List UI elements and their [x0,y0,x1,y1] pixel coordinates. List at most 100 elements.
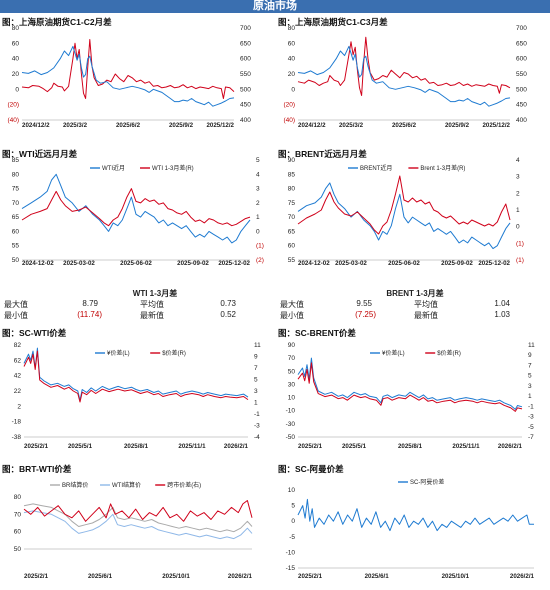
chart-title-c6: 图：SC-BRENT价差 [278,328,356,338]
c1-yleft-tick-5: (20) [7,102,19,109]
c6-legend-label-0: ¥价差(L) [382,349,405,357]
c5-yright-tick-6: -1 [254,411,260,418]
c5-yleft-tick-4: 2 [17,403,21,410]
c3-yright-tick-7: (2) [256,257,264,264]
c5-yright-tick-5: 1 [254,400,258,407]
c1-yleft-tick-3: 20 [12,71,20,78]
c5-yright-tick-7: -3 [254,423,260,430]
chart-title-c7: 图：BRT-WTI价差 [2,464,72,474]
c1-x-tick-3: 2025/9/2 [169,122,194,129]
c5-yleft-tick-2: 42 [14,373,22,380]
stats-wti-latest: 0.52 [220,310,236,319]
c6-yright-tick-9: -7 [528,434,534,441]
c3-yright-tick-0: 5 [256,157,260,164]
c6-yright-tick-0: 11 [528,342,535,349]
c2-x-tick-4: 2025/12/2 [482,122,510,129]
c2-yleft-tick-3: 20 [288,71,296,78]
c1-yright-tick-1: 650 [240,40,251,47]
c8-yleft-tick-3: -5 [289,534,295,541]
c1-yright-tick-6: 400 [240,117,251,124]
c2-x-tick-0: 2024/12/2 [298,122,326,129]
c5-yleft-tick-5: -18 [12,419,22,426]
c3-yright-tick-4: 1 [256,214,260,221]
c6-x-tick-4: 2026/2/1 [498,443,523,450]
c6-yleft-tick-4: 10 [288,395,296,402]
c6-yright-tick-2: 7 [528,362,532,369]
c2-x-tick-2: 2025/6/2 [392,122,417,129]
c5-x-tick-2: 2025/8/1 [124,443,149,450]
chart-title-c2: 图：上海原油期货C1-C3月差 [278,17,388,27]
c4-x-tick-4: 2025-12-02 [478,260,510,267]
c4-yright-tick-4: 0 [516,224,520,231]
c3-yright-tick-2: 3 [256,186,260,193]
c3-x-tick-3: 2025-09-02 [177,260,209,267]
c7-x-tick-3: 2026/2/1 [228,573,253,580]
c8-legend-label-0: SC-阿曼价差 [410,478,444,486]
c6-yright-tick-8: -5 [528,424,534,431]
c5-yleft-tick-1: 62 [14,357,22,364]
c8-x-tick-3: 2026/2/1 [510,573,535,580]
c2-yleft-tick-6: (40) [283,117,295,124]
c8-yleft-tick-4: -10 [286,549,296,556]
c6-series-1 [297,362,523,412]
c6-legend-label-1: $价差(R) [437,349,461,357]
c3-legend-label-1: WTI 1-3月差(R) [152,164,194,172]
c4-yleft-tick-2: 80 [288,186,296,193]
stats-brent-max-label: 最大值 [280,300,304,309]
c7-series-0 [23,503,253,533]
stats-brent-latest-label: 最新值 [414,311,438,320]
c4-x-tick-3: 2025-09-02 [441,260,473,267]
c1-yright-tick-4: 500 [240,86,251,93]
c1-yleft-tick-4: 0 [15,86,19,93]
c6-yright-tick-3: 5 [528,373,532,380]
c5-yright-tick-0: 11 [254,342,261,349]
c5-yleft-tick-3: 22 [14,388,22,395]
c3-x-tick-4: 2025-12-02 [218,260,250,267]
c1-yleft-tick-0: 80 [12,25,20,32]
c5-x-tick-3: 2025/11/1 [178,443,206,450]
c5-x-tick-0: 2025/2/1 [24,443,49,450]
c7-legend-label-1: WTI结算价 [112,481,141,489]
c4-series-1 [297,175,511,235]
stats-brent-max: 9.55 [356,299,372,308]
c6-x-tick-2: 2025/8/1 [398,443,423,450]
chart-title-c1: 图：上海原油期货C1-C2月差 [2,17,112,27]
c5-yright-tick-4: 3 [254,388,258,395]
c3-x-tick-1: 2025-03-02 [63,260,95,267]
stats-brent-latest: 1.03 [494,310,510,319]
c6-yleft-tick-0: 90 [288,342,296,349]
c6-x-tick-1: 2025/5/1 [342,443,367,450]
stats-brent-avg: 1.04 [494,299,510,308]
c5-yright-tick-3: 5 [254,377,258,384]
c2-yright-tick-1: 650 [516,40,527,47]
c5-legend-label-1: $价差(R) [162,349,186,357]
chart-title-c5: 图：SC-WTI价差 [2,328,67,338]
c4-yleft-tick-3: 75 [288,200,296,207]
c1-yright-tick-2: 600 [240,56,251,63]
c4-yleft-tick-7: 55 [288,257,296,264]
stats-wti-max-label: 最大值 [4,300,28,309]
c3-yleft-tick-3: 70 [12,200,20,207]
c6-x-tick-3: 2025/11/1 [452,443,480,450]
c3-yright-tick-1: 4 [256,171,260,178]
c7-series-2 [23,500,253,522]
c5-yright-tick-2: 7 [254,365,258,372]
c8-yleft-tick-5: -15 [286,565,296,572]
c6-yleft-tick-1: 70 [288,355,296,362]
c4-yleft-tick-0: 90 [288,157,296,164]
c5-yright-tick-1: 9 [254,354,258,361]
c8-yleft-tick-2: 0 [291,518,295,525]
stats-wti-max: 8.79 [82,299,98,308]
stats-wti-min-label: 最小值 [4,311,28,320]
c1-series-0 [21,39,235,99]
c2-yright-tick-2: 600 [516,56,527,63]
c1-yleft-tick-2: 40 [12,56,20,63]
c4-yright-tick-3: 1 [516,207,520,214]
c3-yleft-tick-0: 85 [12,157,20,164]
c2-yright-tick-0: 700 [516,25,527,32]
c7-x-tick-0: 2025/2/1 [24,573,49,580]
c8-yleft-tick-1: 5 [291,503,295,510]
c7-series-1 [23,510,253,540]
c6-yleft-tick-6: -30 [286,421,296,428]
c3-series-1 [21,188,251,227]
